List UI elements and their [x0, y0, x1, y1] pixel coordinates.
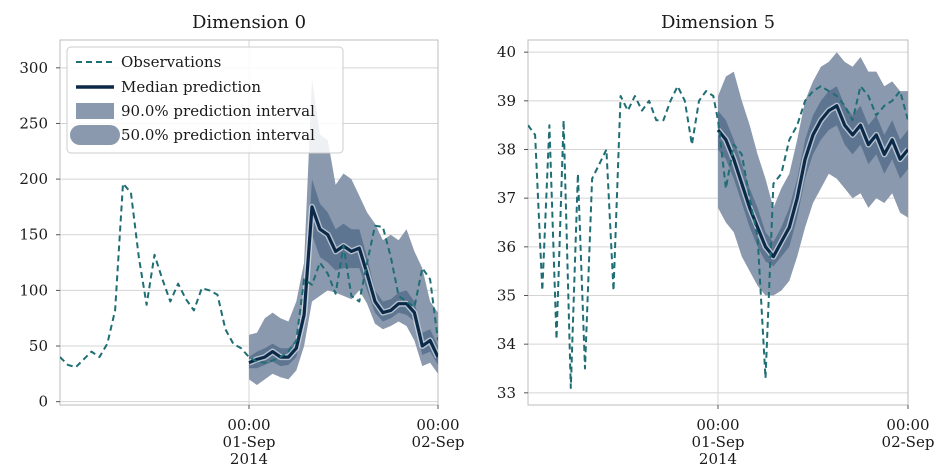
x-tick-label: 00:00: [227, 416, 270, 434]
y-tick-label: 36: [497, 238, 516, 256]
x-tick-label: 02-Sep: [882, 433, 935, 451]
y-tick-label: 200: [19, 170, 48, 188]
chart-title: Dimension 5: [661, 12, 775, 33]
plot-series: [528, 52, 908, 389]
y-tick-label: 300: [19, 59, 48, 77]
y-tick-label: 250: [19, 114, 48, 132]
legend-label: Observations: [121, 53, 221, 71]
x-tick-label: 2014: [230, 450, 268, 468]
observations-line: [528, 85, 908, 389]
y-tick-label: 38: [497, 141, 516, 159]
chart-dimension-5: Dimension 5333435363738394000:0001-Sep20…: [497, 12, 935, 468]
observations-line: [60, 182, 438, 369]
y-tick-label: 37: [497, 189, 516, 207]
legend: Observations Median prediction 90.0% predi…: [66, 46, 344, 154]
median-line: [716, 104, 908, 259]
x-tick-label: 2014: [699, 450, 737, 468]
x-tick-label: 01-Sep: [692, 433, 745, 451]
chart-title: Dimension 0: [192, 12, 306, 33]
legend-label: 50.0% prediction interval: [121, 126, 315, 144]
y-tick-label: 40: [497, 43, 516, 61]
chart-dimension-0: Dimension 005010015020025030000:0001-Sep…: [19, 12, 464, 468]
y-tick-label: 0: [38, 393, 48, 411]
legend-label: Median prediction: [121, 78, 261, 96]
legend-box: [66, 46, 344, 154]
x-tick-label: 00:00: [886, 416, 929, 434]
y-tick-label: 39: [497, 92, 516, 110]
y-tick-label: 100: [19, 281, 48, 299]
plot-series: [60, 78, 438, 386]
x-tick-label: 02-Sep: [412, 433, 465, 451]
y-tick-label: 34: [497, 335, 516, 353]
y-tick-label: 33: [497, 384, 516, 402]
interval-50-band: [249, 179, 438, 369]
x-tick-label: 00:00: [416, 416, 459, 434]
y-tick-label: 35: [497, 287, 516, 305]
legend-swatch-interval-90: [76, 103, 114, 119]
y-tick-label: 150: [19, 226, 48, 244]
x-tick-label: 00:00: [696, 416, 739, 434]
x-tick-label: 01-Sep: [223, 433, 276, 451]
legend-label: 90.0% prediction interval: [121, 102, 315, 120]
y-tick-label: 50: [29, 337, 48, 355]
